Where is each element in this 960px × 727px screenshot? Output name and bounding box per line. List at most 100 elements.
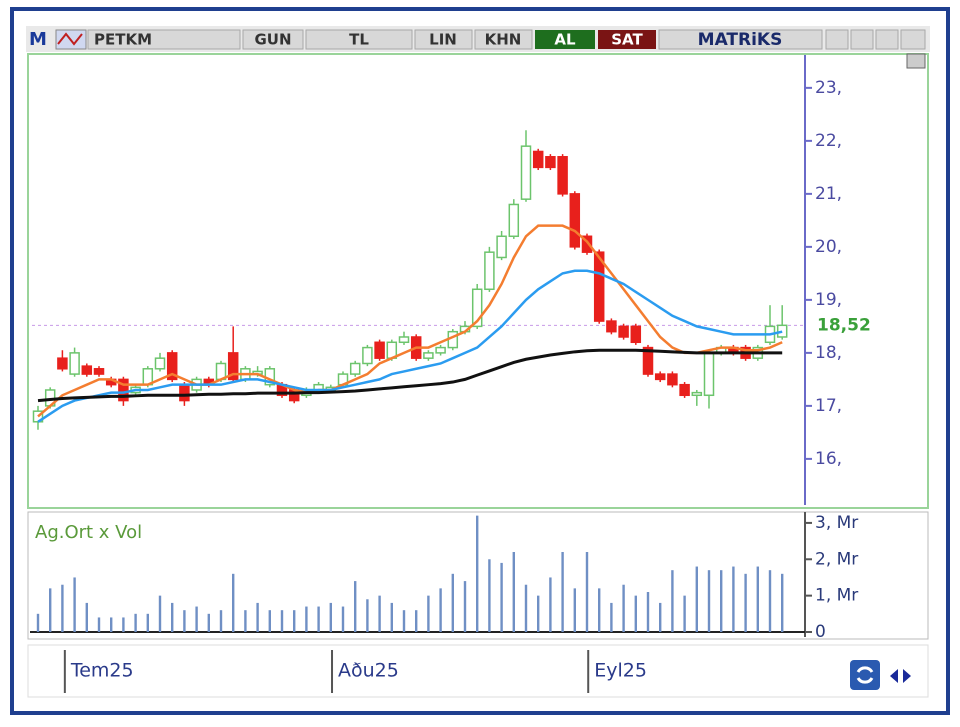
- y-tick-label: 17,: [815, 396, 842, 416]
- volume-bar: [427, 595, 430, 632]
- volume-bar: [561, 552, 564, 632]
- sell: SAT: [611, 31, 643, 49]
- close-button[interactable]: [900, 29, 926, 50]
- scale: LIN: [429, 31, 457, 49]
- volume-bar: [183, 610, 186, 632]
- maximize-button[interactable]: [875, 29, 899, 50]
- icon-glyph: [57, 32, 83, 46]
- y-tick-label: 1, Mr: [815, 586, 858, 606]
- panel-button[interactable]: [906, 53, 926, 69]
- volume-bar: [341, 606, 345, 632]
- volume-bar: [256, 602, 259, 632]
- volume-bar: [36, 613, 40, 632]
- candle-body: [484, 251, 495, 291]
- volume-bar: [85, 602, 88, 632]
- candle-body: [496, 235, 507, 259]
- symbol-box[interactable]: [87, 29, 241, 50]
- candle-body: [349, 362, 361, 375]
- candle-body: [57, 357, 68, 370]
- currency-button[interactable]: [305, 29, 413, 50]
- mode-button[interactable]: [474, 29, 533, 50]
- volume-bar: [744, 573, 747, 632]
- candle-body: [618, 325, 629, 338]
- volume-bar: [378, 595, 381, 632]
- volume-bar: [402, 610, 406, 632]
- volume-bar: [439, 588, 442, 632]
- volume-bar: [683, 595, 686, 632]
- candle-body: [557, 156, 568, 195]
- price-panel: [27, 53, 929, 509]
- scroll-arrows[interactable]: [890, 669, 911, 683]
- volume-bar: [500, 562, 503, 632]
- y-tick-label: 2, Mr: [815, 549, 858, 569]
- menu-button[interactable]: [825, 29, 849, 50]
- volume-bar: [732, 566, 735, 632]
- volume-bar: [97, 617, 101, 632]
- candle-body: [654, 373, 666, 381]
- volume-bar: [73, 577, 76, 632]
- moving-average: [37, 269, 783, 423]
- logo: M: [29, 29, 47, 50]
- buy-button[interactable]: [535, 30, 595, 49]
- minimize-button[interactable]: [850, 29, 874, 50]
- volume-bar: [512, 552, 515, 632]
- volume-bar: [244, 610, 247, 632]
- last-price-label: 18,52: [817, 315, 871, 335]
- volume-bar: [219, 610, 223, 632]
- volume-bar: [366, 599, 369, 632]
- candle-body: [374, 341, 385, 359]
- volume-bar: [146, 613, 149, 632]
- volume-bar: [573, 588, 576, 632]
- candle-body: [81, 365, 93, 375]
- y-tick-label: 19,: [815, 290, 842, 310]
- volume-bar: [329, 602, 332, 632]
- volume-bar: [122, 617, 125, 632]
- volume-bar: [707, 570, 711, 632]
- candle-body: [776, 324, 788, 338]
- candle-body: [569, 193, 581, 248]
- x-tick-label: Aðu25: [338, 660, 399, 682]
- volume-bar: [646, 592, 650, 632]
- volume-bar: [671, 570, 674, 632]
- volume-bar: [158, 595, 162, 632]
- candle-body: [642, 346, 654, 375]
- candle-body: [362, 346, 373, 365]
- candle-body: [154, 357, 166, 370]
- volume-bar: [585, 552, 589, 632]
- volume-bar: [110, 617, 113, 632]
- candle-body: [179, 383, 190, 402]
- sell-button[interactable]: [598, 30, 656, 49]
- candle-body: [545, 156, 556, 169]
- volume-bar: [537, 595, 540, 632]
- moving-average: [37, 224, 783, 418]
- refresh-button[interactable]: [850, 660, 880, 690]
- volume-bar: [293, 610, 296, 632]
- volume-bar: [768, 570, 772, 632]
- volume-bar: [268, 610, 271, 632]
- period-button[interactable]: [242, 29, 304, 50]
- y-tick-label: 3, Mr: [815, 513, 858, 533]
- volume-bar: [451, 573, 454, 632]
- y-tick-label: 21,: [815, 184, 842, 204]
- candle-body: [398, 336, 410, 344]
- x-tick-label: Tem25: [70, 660, 134, 682]
- volume-bar: [781, 573, 784, 632]
- candle-body: [679, 383, 690, 397]
- brand-box: [658, 29, 823, 50]
- volume-bar: [232, 573, 235, 632]
- mode: KHN: [485, 31, 522, 49]
- brand: MATRiKS: [698, 30, 783, 50]
- scale-button[interactable]: [414, 29, 473, 50]
- candle-body: [508, 203, 520, 238]
- y-tick-label: 23,: [815, 78, 842, 98]
- volume-bar: [488, 559, 491, 632]
- candle-body: [118, 378, 129, 402]
- volume-bar: [171, 602, 174, 632]
- y-tick-label: 22,: [815, 131, 842, 151]
- volume-bar: [610, 602, 613, 632]
- volume-bar: [476, 515, 479, 632]
- y-tick-label: 20,: [815, 237, 842, 257]
- volume-bar: [720, 570, 723, 632]
- candle-body: [691, 391, 703, 397]
